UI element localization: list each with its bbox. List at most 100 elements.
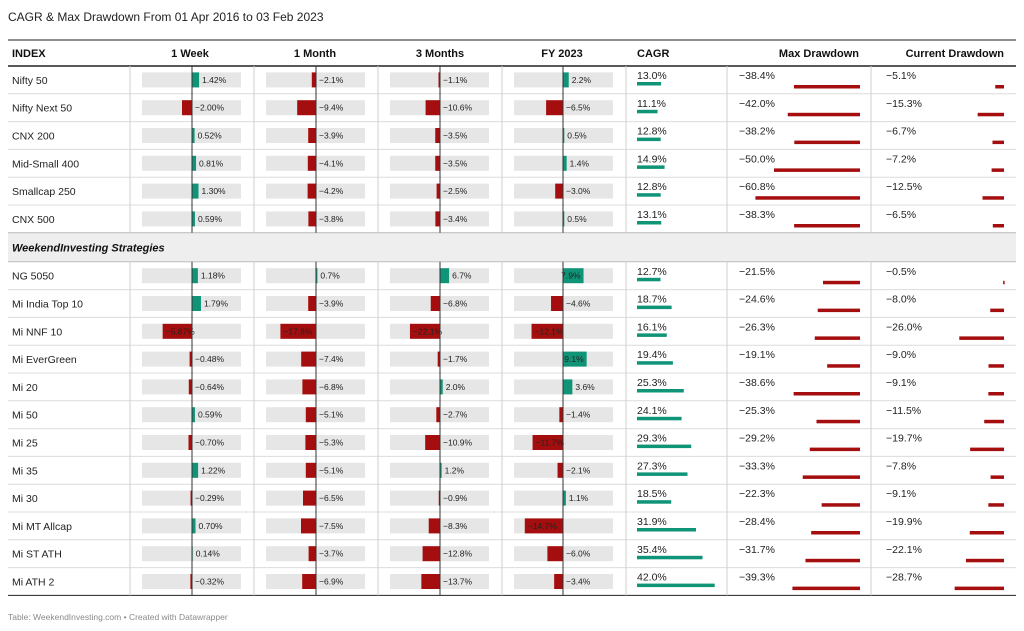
negative-bar — [302, 379, 316, 395]
cagr-value: 31.9% — [637, 516, 667, 528]
bar-value-label: 0.14% — [196, 549, 221, 559]
positive-bar — [563, 155, 567, 171]
max-drawdown-bar — [809, 447, 860, 452]
positive-bar — [563, 490, 566, 506]
negative-bar — [188, 435, 192, 450]
bar-value-label: 1.42% — [202, 75, 227, 85]
bar-value-label: 0.7% — [320, 271, 340, 281]
max-drawdown-value: −38.6% — [739, 377, 775, 389]
negative-bar — [421, 574, 440, 589]
bar-value-label: 6.7% — [452, 271, 472, 281]
row-label: Mi India Top 10 — [12, 299, 83, 311]
negative-bar — [308, 211, 316, 227]
cagr-value: 12.7% — [637, 266, 667, 278]
column-header-index: INDEX — [12, 48, 46, 60]
bar-value-label: −9.4% — [319, 103, 344, 113]
cagr-value: 27.3% — [637, 460, 667, 472]
max-drawdown-value: −38.3% — [739, 209, 775, 221]
bar-value-label: 0.70% — [199, 521, 224, 531]
negative-bar — [301, 351, 316, 367]
max-drawdown-value: −38.4% — [739, 70, 775, 82]
max-drawdown-value: −29.2% — [739, 433, 775, 445]
bar-value-label: −6.5% — [566, 103, 591, 113]
negative-bar — [308, 296, 316, 311]
cagr-value: 42.0% — [637, 572, 667, 584]
bar-value-label: −8.3% — [443, 521, 468, 531]
max-drawdown-bar — [827, 364, 860, 368]
positive-bar — [563, 72, 569, 88]
bar-value-label: 1.30% — [202, 186, 227, 196]
row-label: Mi ST ATH — [12, 549, 62, 561]
bar-value-label: −2.7% — [443, 410, 468, 420]
negative-bar — [425, 435, 440, 450]
negative-bar — [559, 407, 563, 423]
bar-value-label: −6.9% — [319, 577, 344, 587]
cagr-bar — [637, 416, 682, 421]
bar-value-label: −0.32% — [195, 577, 225, 587]
negative-bar — [297, 100, 316, 116]
cagr-bar — [637, 472, 688, 476]
max-drawdown-bar — [814, 336, 860, 340]
positive-bar — [192, 268, 198, 284]
current-drawdown-bar — [977, 112, 1004, 117]
negative-bar — [305, 462, 316, 478]
cagr-bar — [637, 555, 703, 560]
negative-bar — [524, 518, 563, 534]
negative-bar — [435, 211, 440, 227]
positive-bar — [563, 211, 565, 227]
negative-bar — [305, 407, 316, 423]
bar-value-label: −3.5% — [443, 131, 468, 141]
bar-value-label: −10.9% — [443, 438, 473, 448]
current-drawdown-bar — [970, 447, 1004, 452]
negative-bar — [303, 490, 316, 506]
bar-value-label: −0.70% — [195, 438, 225, 448]
current-drawdown-value: −7.8% — [886, 460, 916, 472]
current-drawdown-value: −28.7% — [886, 572, 922, 584]
row-label: Mi 35 — [12, 465, 38, 477]
negative-bar — [190, 490, 192, 506]
section-header-label: WeekendInvesting Strategies — [12, 242, 165, 254]
negative-bar — [430, 296, 440, 311]
cagr-value: 12.8% — [637, 181, 667, 193]
max-drawdown-value: −33.3% — [739, 460, 775, 472]
positive-bar — [563, 379, 573, 395]
column-header-current-drawdown: Current Drawdown — [906, 48, 1005, 60]
current-drawdown-bar — [992, 224, 1004, 228]
current-drawdown-value: −11.5% — [886, 405, 921, 417]
bar-value-label: −2.1% — [319, 75, 344, 85]
current-drawdown-bar — [988, 503, 1004, 507]
bar-value-label: −2.00% — [195, 103, 225, 113]
cagr-bar — [637, 82, 662, 86]
positive-bar — [192, 211, 195, 227]
negative-bar — [436, 407, 440, 423]
negative-bar — [438, 72, 440, 88]
positive-bar — [440, 379, 443, 395]
row-label: Mi 50 — [12, 410, 38, 422]
column-header-cagr: CAGR — [637, 48, 669, 60]
current-drawdown-value: −15.3% — [886, 98, 922, 110]
row-label: Mi MT Allcap — [12, 521, 72, 533]
bar-value-label: 9.1% — [564, 354, 584, 364]
cagr-value: 14.9% — [637, 153, 667, 165]
bar-value-label: 0.5% — [567, 214, 587, 224]
bar-value-label: −0.9% — [443, 493, 468, 503]
bar-value-label: 1.18% — [201, 271, 226, 281]
cagr-bar — [637, 333, 667, 337]
current-drawdown-bar — [991, 168, 1004, 172]
chart-title: CAGR & Max Drawdown From 01 Apr 2016 to … — [8, 10, 324, 24]
cagr-value: 12.8% — [637, 126, 667, 138]
bar-value-label: −13.7% — [443, 577, 473, 587]
max-drawdown-value: −60.8% — [739, 181, 775, 193]
current-drawdown-bar — [990, 475, 1004, 479]
max-drawdown-value: −21.5% — [739, 266, 775, 278]
current-drawdown-value: −7.2% — [886, 153, 916, 165]
positive-bar — [192, 462, 199, 478]
max-drawdown-value: −19.1% — [739, 349, 775, 361]
negative-bar — [546, 100, 563, 116]
negative-bar — [182, 100, 192, 116]
negative-bar — [162, 323, 192, 339]
bar-value-label: −4.6% — [566, 299, 591, 309]
cagr-value: 13.1% — [637, 209, 667, 221]
current-drawdown-value: −6.7% — [886, 126, 916, 138]
current-drawdown-value: −0.5% — [886, 266, 916, 278]
